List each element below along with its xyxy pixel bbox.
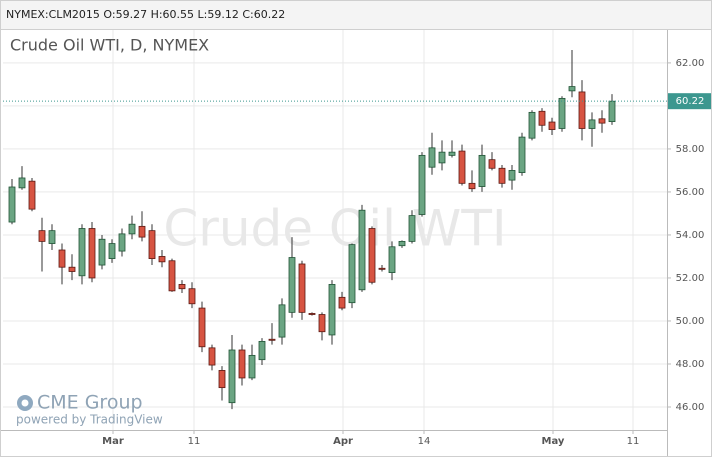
candle-body bbox=[108, 243, 116, 260]
candle-body bbox=[408, 215, 416, 242]
candle-body bbox=[8, 186, 16, 223]
x-tick-label: May bbox=[542, 436, 565, 447]
candle-body bbox=[288, 257, 296, 313]
candle-body bbox=[608, 100, 616, 123]
candle-body bbox=[378, 267, 386, 270]
x-tick-label: 11 bbox=[188, 436, 201, 447]
candle-body bbox=[28, 180, 36, 210]
candle-body bbox=[528, 111, 536, 139]
candle-body bbox=[258, 340, 266, 361]
candle-body bbox=[588, 119, 596, 129]
y-tick-label: 46.00 bbox=[676, 402, 705, 413]
candle-body bbox=[118, 233, 126, 252]
last-price-label: 60.22 bbox=[676, 96, 705, 107]
candle-body bbox=[298, 263, 306, 313]
candle-body bbox=[398, 240, 406, 247]
candle-body bbox=[228, 349, 236, 404]
candle-body bbox=[68, 266, 76, 272]
candle-body bbox=[508, 170, 516, 181]
candle-body bbox=[568, 86, 576, 92]
candle-body bbox=[48, 230, 56, 244]
y-tick-label: 56.00 bbox=[676, 187, 705, 198]
candle-body bbox=[518, 136, 526, 173]
candle-body bbox=[158, 256, 166, 263]
candle-body bbox=[538, 110, 546, 126]
header-quote: NYMEX:CLM2015 O:59.27 H:60.55 L:59.12 C:… bbox=[6, 8, 285, 21]
y-tick-label: 52.00 bbox=[676, 273, 705, 284]
candle-body bbox=[468, 182, 476, 190]
candle-body bbox=[58, 249, 66, 268]
candle-body bbox=[98, 238, 106, 266]
candle-body bbox=[338, 296, 346, 309]
watermark: Crude Oil WTI bbox=[163, 200, 506, 258]
y-tick-label: 50.00 bbox=[676, 316, 705, 327]
candle-body bbox=[88, 228, 96, 279]
candle-body bbox=[418, 154, 426, 215]
candle-body bbox=[268, 338, 276, 341]
candle-body bbox=[348, 244, 356, 304]
candle-body bbox=[358, 209, 366, 291]
logo: CME Group powered by TradingView bbox=[16, 392, 163, 427]
y-tick-label: 48.00 bbox=[676, 359, 705, 370]
candle-body bbox=[388, 246, 396, 273]
x-tick-label: 11 bbox=[627, 436, 640, 447]
candle-body bbox=[328, 284, 336, 336]
candle-body bbox=[148, 230, 156, 260]
candle-body bbox=[168, 260, 176, 292]
candle-body bbox=[548, 121, 556, 130]
candle-body bbox=[558, 97, 566, 129]
last-price-box bbox=[668, 93, 711, 110]
candle-body bbox=[368, 228, 376, 283]
candle-body bbox=[428, 147, 436, 168]
x-tick-label: 14 bbox=[418, 436, 431, 447]
logo-caption: powered by TradingView bbox=[16, 413, 163, 427]
candle-body bbox=[318, 314, 326, 333]
candle-body bbox=[218, 370, 226, 389]
candle-body bbox=[128, 223, 136, 235]
candle-body bbox=[38, 230, 46, 242]
x-tick-label: Apr bbox=[333, 436, 353, 447]
candle-body bbox=[278, 304, 286, 338]
candle-body bbox=[188, 288, 196, 305]
candle-body bbox=[578, 91, 586, 129]
candle-body bbox=[78, 228, 86, 277]
candle-body bbox=[308, 313, 316, 315]
candle-body bbox=[438, 151, 446, 164]
candle-body bbox=[488, 159, 496, 169]
y-tick-label: 62.00 bbox=[676, 58, 705, 69]
candle-body bbox=[248, 354, 256, 379]
y-tick-label: 58.00 bbox=[676, 144, 705, 155]
candle-body bbox=[138, 225, 146, 238]
x-tick-label: Mar bbox=[102, 436, 124, 447]
candle-body bbox=[458, 150, 466, 184]
logo-icon-inner bbox=[21, 399, 29, 407]
candle-body bbox=[238, 349, 246, 379]
plot: Crude Oil WTI 46.00 48.00 50.00 52.00 54.00 56… bbox=[3, 30, 704, 447]
candle-body bbox=[598, 118, 606, 124]
header-bar bbox=[1, 1, 711, 29]
candle-body bbox=[208, 347, 216, 366]
candle-body bbox=[198, 307, 206, 348]
y-tick-label: 54.00 bbox=[676, 230, 705, 241]
chart-title: Crude Oil WTI, D, NYMEX bbox=[10, 36, 209, 55]
candle-body bbox=[498, 167, 506, 184]
candle-body bbox=[178, 284, 186, 290]
logo-name: CME Group bbox=[37, 392, 143, 414]
candle-body bbox=[448, 151, 456, 156]
candle-body bbox=[478, 154, 486, 187]
candle-body bbox=[18, 177, 26, 189]
